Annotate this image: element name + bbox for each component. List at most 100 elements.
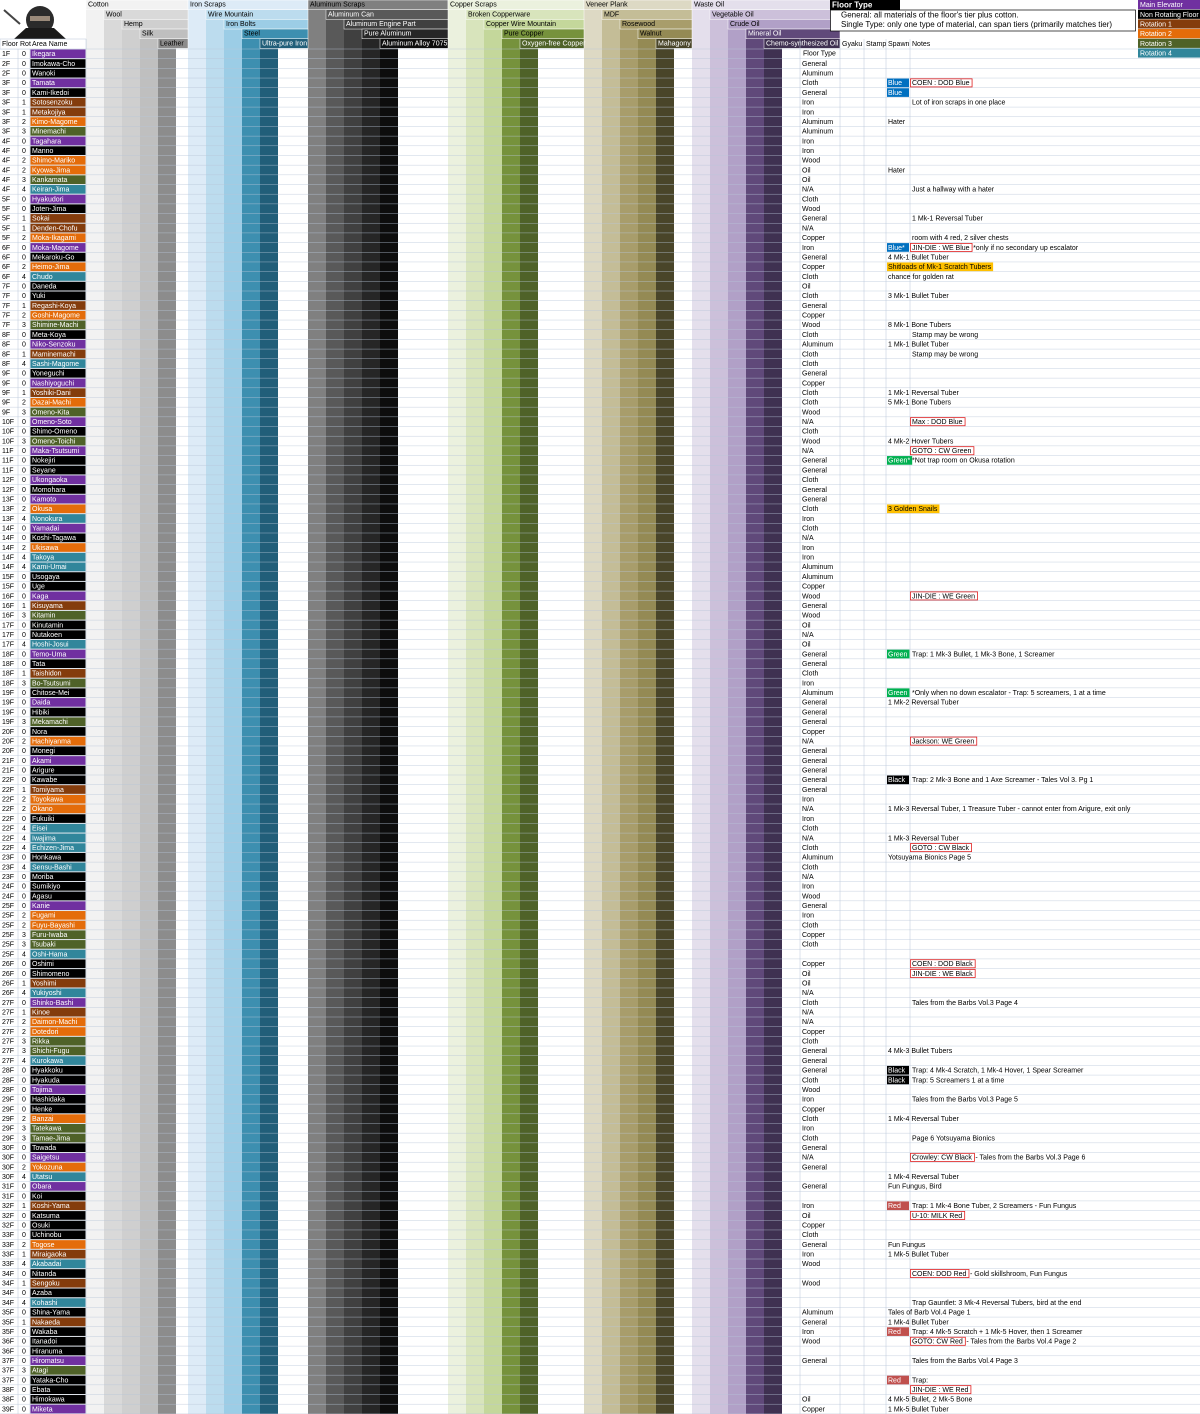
spawn: Blue* (888, 245, 905, 252)
floor: 29F (2, 1126, 14, 1133)
floor-type: Iron (802, 109, 814, 116)
area-cell (30, 707, 86, 717)
floor-type: Cloth (802, 332, 818, 339)
area-name: Furu-Iwaba (32, 932, 68, 939)
rot: 1 (22, 671, 26, 678)
spawn: Fun Fungus (888, 1242, 926, 1249)
floor: 16F (2, 613, 14, 620)
floor: 4F (2, 177, 10, 184)
floor-type: Cloth (802, 477, 818, 484)
area-name: Towada (32, 1145, 56, 1152)
material-column (638, 29, 656, 1414)
floor: 34F (2, 1300, 14, 1307)
spawn: Fun Fungus, Bird (888, 1184, 942, 1191)
legend-item: Rotation 3 (1140, 41, 1172, 48)
floor-type: N/A (802, 1019, 814, 1026)
material-header: Aluminum Alloy 7075 (382, 40, 447, 47)
floor-type: General (802, 1184, 827, 1191)
floor: 35F (2, 1329, 14, 1336)
material-header: Copper Wire Mountain (486, 21, 556, 28)
floor-type: Cloth (802, 1000, 818, 1007)
floor-type: Wood (802, 1087, 820, 1094)
area-cell (30, 1162, 86, 1172)
rot: 1 (22, 303, 26, 310)
rot: 0 (22, 893, 26, 900)
area-cell (30, 688, 86, 698)
area-name: Tojima (32, 1087, 52, 1094)
floor-type: Iron (802, 545, 814, 552)
area-name: Oshi-Hama (32, 951, 68, 958)
rot: 2 (22, 913, 26, 920)
area-name: Kami-Umai (32, 564, 67, 571)
legend-item: Rotation 1 (1140, 22, 1172, 29)
spawn: Tales of Barb Vol.4 Page 1 (888, 1310, 971, 1317)
floor-type: Cloth (802, 274, 818, 281)
rot: 0 (22, 748, 26, 755)
floor: 26F (2, 961, 14, 968)
rot: 0 (22, 584, 26, 591)
area-cell (30, 78, 86, 88)
area-name: Kamoto (32, 496, 56, 503)
area-cell (30, 175, 86, 185)
area-name: Itanadoi (32, 1339, 57, 1346)
rot: 2 (22, 738, 26, 745)
floor: 8F (2, 351, 10, 358)
legend-swatch (1138, 0, 1200, 10)
floor: 14F (2, 535, 14, 542)
area-name: Sashi-Magome (32, 361, 79, 368)
area-cell (30, 988, 86, 998)
spawn: 4 Mk-3 Bullet Tubers (888, 1048, 953, 1055)
rot: 0 (22, 206, 26, 213)
floor-type: Wood (802, 593, 820, 600)
area-name: Tata (32, 661, 45, 668)
spawn: 1 Mk-4 Bullet Tuber (888, 1319, 949, 1326)
material-header: Oxygen-free Copper (522, 40, 586, 47)
floor-type: N/A (802, 632, 814, 639)
floor-type: Oil (802, 980, 811, 987)
rot: 0 (22, 903, 26, 910)
material-header: Wool (106, 11, 122, 18)
floor: 28F (2, 1087, 14, 1094)
spawn: chance for golden rat (888, 274, 954, 281)
area-name: Daida (32, 700, 50, 707)
area-name: Kyowa-Jima (32, 167, 70, 174)
area-name: Katsuma (32, 1213, 60, 1220)
area-cell (30, 1356, 86, 1365)
rot: 4 (22, 990, 26, 997)
area-name: Wakaba (32, 1329, 58, 1336)
rot: 0 (22, 1184, 26, 1191)
rot: 3 (22, 1126, 26, 1133)
floor-type: Aluminum (802, 574, 833, 581)
floor-type: Iron (802, 797, 814, 804)
area-name: Tomiyama (32, 787, 64, 794)
floor: 25F (2, 942, 14, 949)
floor-type: Cloth (802, 506, 818, 513)
area-cell (30, 872, 86, 881)
rot: 3 (22, 1368, 26, 1375)
floor-type: Aluminum (802, 855, 833, 862)
area-cell (30, 678, 86, 688)
rot: 2 (22, 235, 26, 242)
area-name: Eisei (32, 826, 48, 833)
area-cell (30, 1182, 86, 1191)
material-header: Mineral Oil (748, 31, 782, 38)
floor-type: Wood (802, 206, 820, 213)
rot: 1 (22, 225, 26, 232)
floor-type: General (802, 603, 827, 610)
floor: 6F (2, 245, 10, 252)
area-cell (30, 514, 86, 523)
floor: 8F (2, 342, 10, 349)
area-cell (30, 1298, 86, 1307)
area-cell (30, 1336, 86, 1346)
area-name: Hyakuda (32, 1077, 60, 1084)
spawn-cell (887, 504, 940, 514)
column-header: Notes (912, 41, 931, 48)
area-cell (30, 785, 86, 794)
floor: 26F (2, 990, 14, 997)
spawn: Green (888, 651, 908, 658)
floor-type: Copper (802, 1406, 826, 1413)
rot: 4 (22, 835, 26, 842)
floor-type: N/A (802, 738, 814, 745)
area-cell (30, 1211, 86, 1220)
